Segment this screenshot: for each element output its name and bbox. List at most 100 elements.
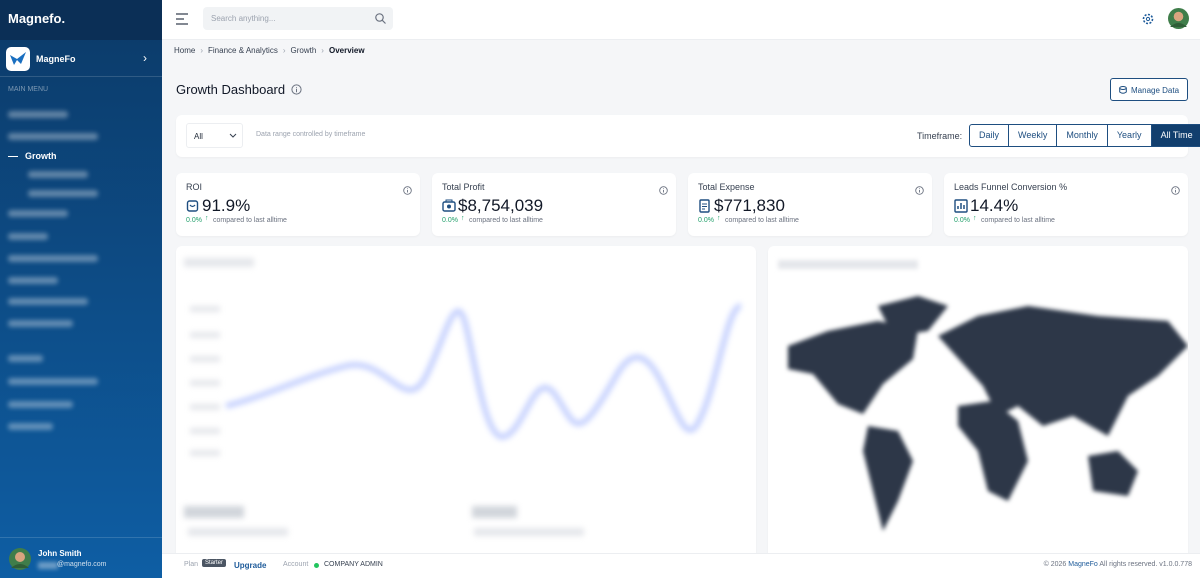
blurred-line-chart <box>184 258 743 536</box>
crumb-sep: › <box>200 46 204 55</box>
search-box[interactable]: Search anything... <box>203 7 393 30</box>
status-dot <box>314 563 319 568</box>
kpi-label: ROI <box>186 182 203 192</box>
info-icon[interactable] <box>291 84 302 95</box>
kpi-change: 0.0% <box>954 217 970 224</box>
sidebar: Magnefo. MagneFo › MAIN MENU Growth John… <box>0 0 162 578</box>
kpi-arrow: ↑ <box>973 215 977 222</box>
kpi-label: Total Profit <box>442 182 485 192</box>
select-value: All <box>194 132 203 141</box>
plan-label: Plan <box>184 561 199 568</box>
version: v1.0.0.778 <box>1159 561 1192 568</box>
kpi-arrow: ↑ <box>205 215 209 222</box>
manage-data-button[interactable]: Manage Data <box>1110 78 1188 101</box>
blurred-map <box>778 260 1188 531</box>
kpi-label: Leads Funnel Conversion % <box>954 182 1068 192</box>
copyright-year: © 2026 <box>1043 561 1067 568</box>
brand[interactable]: Magnefo. <box>8 11 66 26</box>
timeframe-option[interactable]: Weekly <box>1008 124 1058 147</box>
info-glyph <box>659 186 668 195</box>
org-row[interactable]: MagneFo › <box>0 42 162 77</box>
user-row[interactable]: John Smith @magnefo.com <box>0 537 162 578</box>
kpi-value: $771,830 <box>714 196 785 215</box>
active-marker <box>8 156 18 157</box>
user-email: @magnefo.com <box>57 561 107 568</box>
footer-brand[interactable]: MagneFo <box>1068 561 1098 568</box>
topbar: Search anything... <box>162 0 1200 40</box>
page-title: Growth Dashboard <box>176 82 286 97</box>
plan-badge: Starter <box>202 559 227 567</box>
kpi-icon-glyph <box>442 199 456 212</box>
sidebar-top <box>0 0 162 40</box>
kpi-note: compared to last alltime <box>213 217 287 224</box>
kpi-icon-glyph <box>186 200 199 212</box>
chart-card-blurred <box>176 246 756 568</box>
info-icon[interactable] <box>659 182 668 200</box>
filter-bar: All Data range controlled by timeframe T… <box>176 115 1200 157</box>
section-label: MAIN MENU <box>8 86 49 93</box>
timeframe-option[interactable]: All Time <box>1150 124 1200 147</box>
kpi-note: compared to last alltime <box>469 217 543 224</box>
kpi-icon <box>186 199 200 218</box>
kpi-icon <box>442 199 456 218</box>
timeframe-group: Daily Weekly Monthly Yearly All Time <box>969 124 1200 147</box>
kpi-icon-glyph <box>954 199 968 213</box>
kpi-card: Leads Funnel Conversion % 14.4% 0.0% ↑ compa… <box>944 173 1188 236</box>
kpi-change: 0.0% <box>186 217 202 224</box>
timeframe-option[interactable]: Daily <box>969 124 1010 147</box>
select[interactable]: All <box>186 123 243 148</box>
crumb-sep: › <box>282 46 286 55</box>
timeframe-label: Timeframe: <box>917 131 963 141</box>
kpi-arrow: ↑ <box>461 215 465 222</box>
rights: All rights reserved. <box>1099 561 1158 568</box>
kpi-card: Total Expense $771,830 0.0% ↑ compared to la… <box>688 173 932 236</box>
kpi-card: Total Profit $8,754,039 0.0% ↑ compared to l… <box>432 173 676 236</box>
info-glyph <box>403 186 412 195</box>
copyright: © 2026 MagneFo All rights reserved. v1.0… <box>1044 561 1192 568</box>
menu-toggle[interactable] <box>176 13 188 25</box>
chevron: › <box>143 51 147 65</box>
kpi-arrow: ↑ <box>717 215 721 222</box>
crumb: Overview <box>328 46 365 55</box>
kpi-value: 14.4% <box>970 196 1019 215</box>
kpi-icon-glyph <box>699 199 710 213</box>
kpi-change: 0.0% <box>442 217 458 224</box>
user-name: John Smith <box>38 549 82 558</box>
account-label: Account <box>283 561 309 568</box>
kpi-label: Total Expense <box>698 182 755 192</box>
info-icon[interactable] <box>915 182 924 200</box>
db-icon <box>1119 86 1127 94</box>
crumb[interactable]: Growth <box>290 46 317 55</box>
kpi-value: $8,754,039 <box>458 196 544 215</box>
breadcrumb: Home › Finance & Analytics › Growth › Overview <box>174 46 365 55</box>
search-icon <box>375 13 386 24</box>
avatar <box>9 548 31 570</box>
info-glyph <box>915 186 924 195</box>
menu-item[interactable]: Growth <box>25 151 57 161</box>
filter-note: Data range controlled by timeframe <box>256 131 366 138</box>
profile-avatar[interactable] <box>1168 8 1189 29</box>
info-icon[interactable] <box>403 182 412 200</box>
kpi-value: 91.9% <box>202 196 251 215</box>
crumb[interactable]: Finance & Analytics <box>208 46 278 55</box>
crumb[interactable]: Home <box>174 46 196 55</box>
upgrade-link[interactable]: Upgrade <box>234 561 267 570</box>
org-name: MagneFo <box>36 54 76 64</box>
select-caret <box>229 133 237 138</box>
kpi-note: compared to last alltime <box>981 217 1055 224</box>
kpi-note: compared to last alltime <box>725 217 799 224</box>
email-redacted <box>38 562 58 569</box>
search-placeholder: Search anything... <box>211 14 276 23</box>
kpi-card: ROI 91.9% 0.0% ↑ compared to last alltime <box>176 173 420 236</box>
crumb-sep: › <box>321 46 324 55</box>
kpi-icon <box>698 199 712 218</box>
kpi-change: 0.0% <box>698 217 714 224</box>
timeframe-option[interactable]: Monthly <box>1056 124 1108 147</box>
timeframe-option[interactable]: Yearly <box>1106 124 1152 147</box>
footer: Plan Starter Upgrade Account COMPANY ADM… <box>162 553 1200 578</box>
map-card-blurred <box>768 246 1188 568</box>
settings-icon[interactable] <box>1142 13 1154 25</box>
info-icon[interactable] <box>1171 182 1180 200</box>
